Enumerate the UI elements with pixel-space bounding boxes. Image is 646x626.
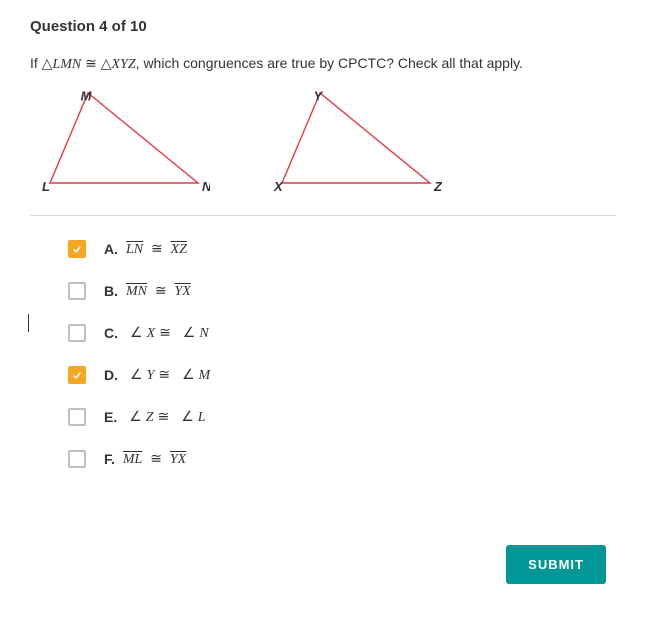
option-expression: LN ≅ XZ <box>126 240 187 258</box>
answer-option-D[interactable]: D. ∠Y≅ ∠M <box>68 366 616 384</box>
label-N: N <box>202 179 210 194</box>
question-prompt: If △LMN ≅ △XYZ, which congruences are tr… <box>30 53 616 75</box>
triangle-symbol-2: △ <box>101 55 112 71</box>
label-M: M <box>81 89 93 104</box>
option-letter: D. <box>104 367 118 383</box>
label-X: X <box>273 179 284 194</box>
triangle-symbol-1: △ <box>42 55 53 71</box>
answer-option-C[interactable]: C. ∠X≅ ∠N <box>68 324 616 342</box>
prompt-tri2: XYZ <box>112 57 136 72</box>
check-icon <box>72 370 82 380</box>
prompt-pre: If <box>30 55 42 71</box>
question-header: Question 4 of 10 <box>30 18 616 35</box>
triangle-xyz: Y X Z <box>270 87 442 197</box>
option-expression: ML ≅ YX <box>123 450 186 468</box>
triangle-lmn: M L N <box>38 87 210 197</box>
option-letter: B. <box>104 283 118 299</box>
option-letter: C. <box>104 325 118 341</box>
option-expression: MN ≅ YX <box>126 282 191 300</box>
answer-option-F[interactable]: F. ML ≅ YX <box>68 450 616 468</box>
option-expression: ∠Z≅ ∠L <box>125 408 205 426</box>
triangle-xyz-shape <box>282 93 430 183</box>
answers-list: A. LN ≅ XZ B. MN ≅ YX C. ∠X≅ ∠N D. ∠Y≅ ∠M E. ∠Z≅ … <box>68 240 616 468</box>
divider <box>30 215 616 216</box>
checkbox-B[interactable] <box>68 282 86 300</box>
label-Y: Y <box>314 89 324 104</box>
option-expression: ∠Y≅ ∠M <box>126 366 210 384</box>
prompt-post: , which congruences are true by CPCTC? C… <box>136 55 523 71</box>
option-expression: ∠X≅ ∠N <box>126 324 209 342</box>
answer-option-E[interactable]: E. ∠Z≅ ∠L <box>68 408 616 426</box>
option-letter: F. <box>104 451 115 467</box>
prompt-cong: ≅ <box>81 55 101 71</box>
checkbox-C[interactable] <box>68 324 86 342</box>
text-cursor <box>28 314 29 332</box>
submit-button[interactable]: SUBMIT <box>506 545 606 584</box>
checkbox-A[interactable] <box>68 240 86 258</box>
option-letter: A. <box>104 241 118 257</box>
checkbox-E[interactable] <box>68 408 86 426</box>
triangle-lmn-shape <box>50 93 198 183</box>
checkbox-D[interactable] <box>68 366 86 384</box>
checkbox-F[interactable] <box>68 450 86 468</box>
label-L: L <box>42 179 50 194</box>
check-icon <box>72 244 82 254</box>
option-letter: E. <box>104 409 117 425</box>
answer-option-B[interactable]: B. MN ≅ YX <box>68 282 616 300</box>
answer-option-A[interactable]: A. LN ≅ XZ <box>68 240 616 258</box>
prompt-tri1: LMN <box>52 57 81 72</box>
diagrams-container: M L N Y X Z <box>38 87 616 197</box>
label-Z: Z <box>433 179 442 194</box>
